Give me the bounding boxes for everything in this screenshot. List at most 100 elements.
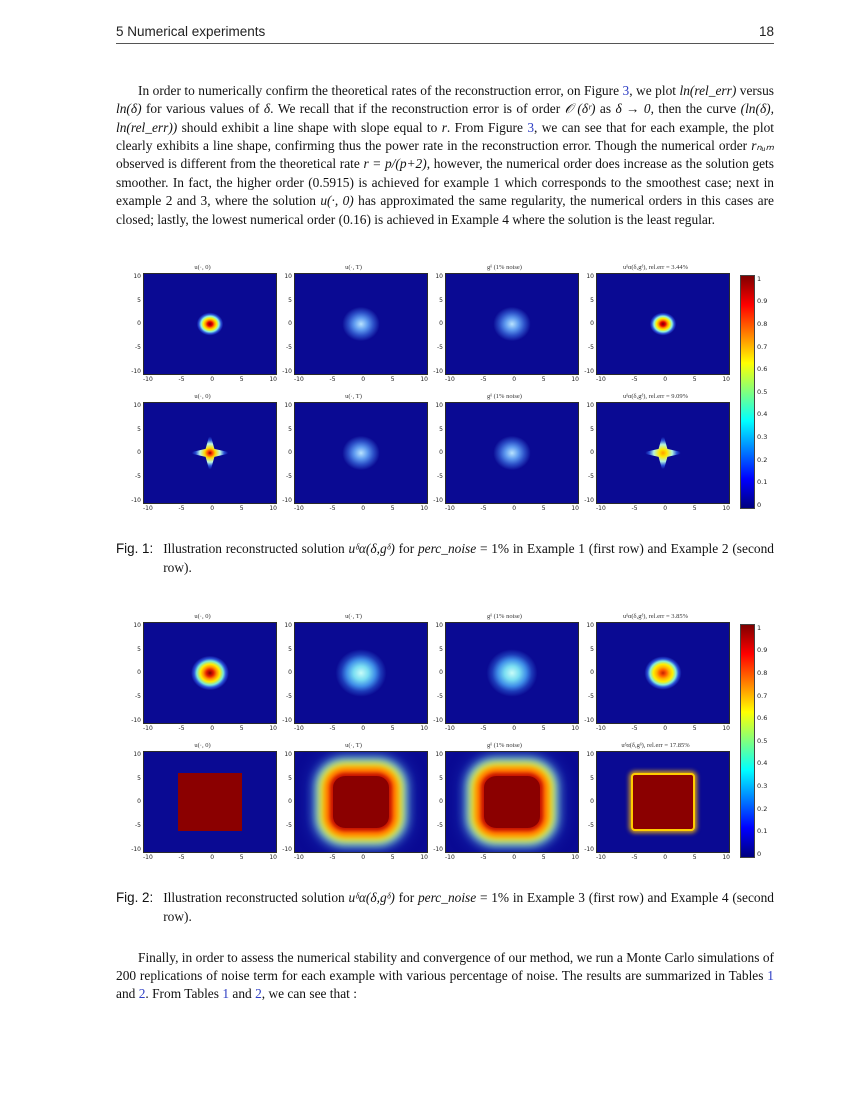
- figure-2: u(·, 0) 10 5 0 -5 -10 -10 -5 0 5 10 u(·, T) 10 5 0 -5 -1…: [128, 612, 774, 862]
- math-text: r = p/(p+2): [363, 156, 427, 172]
- y-tick-label: 5: [439, 774, 443, 782]
- panel-body: 10 5 0 -5 -10: [430, 401, 579, 504]
- y-tick-label: -5: [135, 344, 141, 352]
- x-tick-label: 10: [571, 375, 579, 383]
- text-segment: Illustration reconstructed solution: [163, 889, 349, 905]
- text-segment: for: [394, 540, 418, 556]
- panel-title: gᵟ (1% noise): [487, 741, 522, 749]
- figure-1: u(·, 0) 10 5 0 -5 -10 -10 -5 0 5 10 u(·, T) 10 5 0 -5 -1…: [128, 263, 774, 513]
- math-text: u(·, 0): [320, 193, 354, 209]
- text-segment: . We recall that if the reconstruction e…: [270, 101, 565, 117]
- cross-ref-link[interactable]: 2: [255, 986, 262, 1002]
- x-tick-label: -5: [178, 724, 185, 732]
- text-segment: as: [595, 101, 616, 117]
- panel-body: 10 5 0 -5 -10: [430, 272, 579, 375]
- y-tick-label: 10: [133, 401, 141, 409]
- y-tick-label: -10: [282, 716, 292, 724]
- plot-area: [596, 621, 730, 724]
- panel-title: u(·, T): [345, 263, 362, 271]
- x-tick-label: -10: [445, 724, 455, 732]
- cross-ref-link[interactable]: 2: [138, 986, 146, 1002]
- colorbar-tick-label: 0.1: [757, 478, 768, 487]
- y-tick-label: 5: [288, 296, 292, 304]
- text-segment: , then the curve: [650, 101, 741, 117]
- y-tick-label: -5: [437, 822, 443, 829]
- colorbar-tick-label: 0.4: [757, 410, 768, 419]
- x-tick-label: -5: [631, 853, 638, 861]
- cross-ref-link[interactable]: 3: [527, 119, 535, 135]
- y-tick-label: 10: [435, 750, 443, 758]
- text-segment: observed is different from the theoretic…: [116, 156, 364, 172]
- panel-body: 10 5 0 -5 -10: [128, 401, 277, 504]
- text-segment: , however, the numerical order does incr…: [116, 156, 774, 209]
- y-tick-label: -5: [437, 473, 443, 481]
- colorbar-tick-label: 0: [757, 849, 762, 858]
- x-tick-label: -5: [631, 724, 638, 732]
- y-tick-label: -5: [135, 822, 141, 829]
- x-tick-label: -10: [445, 504, 455, 512]
- cross-ref-link[interactable]: 1: [767, 967, 774, 983]
- heatmap-blob-square-recon: [631, 772, 695, 831]
- panel-body: 10 5 0 -5 -10: [279, 272, 428, 375]
- running-header: 5 Numerical experiments 18: [116, 24, 774, 44]
- x-axis-ticks: -10 -5 0 5 10: [143, 724, 277, 733]
- y-tick-label: 0: [439, 798, 443, 806]
- cross-ref-link[interactable]: 3: [622, 83, 630, 98]
- x-tick-label: -10: [294, 375, 304, 383]
- x-tick-label: -10: [294, 853, 304, 861]
- y-tick-label: 5: [137, 296, 141, 304]
- cross-ref-link[interactable]: 1: [222, 986, 230, 1002]
- paragraph-2: Finally, in order to assess the numerica…: [116, 949, 774, 1004]
- x-tick-label: 0: [361, 853, 366, 861]
- heatmap-panel: u(·, T) 10 5 0 -5 -10 -10 -5 0 5 10: [279, 612, 428, 733]
- x-tick-label: 0: [210, 853, 215, 861]
- heatmap-blob-star-red: [188, 432, 232, 473]
- panel-title: uᵟα(δ,gᵟ), rel.err = 3.85%: [622, 612, 689, 620]
- panel-title: u(·, T): [345, 612, 362, 620]
- x-tick-label: 5: [390, 853, 395, 861]
- y-tick-label: -5: [286, 344, 292, 352]
- x-tick-label: -5: [480, 504, 487, 512]
- x-tick-label: 10: [269, 504, 277, 512]
- x-tick-label: -10: [143, 853, 153, 861]
- math-text: uᵟα(δ,gᵟ): [348, 540, 395, 556]
- x-tick-label: 5: [541, 504, 546, 512]
- panel-body: 10 5 0 -5 -10: [581, 272, 730, 375]
- plot-area: [294, 401, 428, 504]
- x-axis-ticks: -10 -5 0 5 10: [445, 375, 579, 384]
- math-text: 𝒪 (δʳ): [564, 101, 596, 117]
- text-segment: Finally, in order to assess the numerica…: [116, 949, 774, 983]
- x-tick-label: 5: [239, 724, 244, 732]
- panel-title: gᵟ (1% noise): [487, 263, 522, 271]
- x-tick-label: -5: [480, 724, 487, 732]
- y-axis-ticks: 10 5 0 -5 -10: [430, 273, 445, 375]
- colorbar-tick-label: 0.8: [757, 668, 768, 677]
- panel-body: 10 5 0 -5 -10: [581, 621, 730, 724]
- text-segment: . From Figure: [446, 119, 528, 135]
- figure-rows: u(·, 0) 10 5 0 -5 -10 -10 -5 0 5 10 u(·, T) 10 5 0 -5 -1…: [128, 612, 730, 862]
- panel-body: 10 5 0 -5 -10: [128, 750, 277, 853]
- y-tick-label: -5: [588, 473, 594, 481]
- colorbar-gradient: [740, 274, 755, 509]
- x-tick-label: 0: [663, 853, 668, 861]
- y-tick-label: 10: [435, 401, 443, 409]
- y-axis-ticks: 10 5 0 -5 -10: [430, 751, 445, 853]
- figure-2-caption: Fig. 2: Illustration reconstructed solut…: [116, 888, 774, 927]
- panel-title: u(·, 0): [194, 263, 211, 271]
- x-tick-label: -10: [596, 724, 606, 732]
- heatmap-blob-square-blur: [484, 775, 540, 828]
- colorbar-tick-label: 1: [757, 274, 762, 283]
- heatmap-blob-faint-blue: [488, 301, 536, 346]
- y-tick-label: -5: [135, 693, 141, 700]
- panel-body: 10 5 0 -5 -10: [279, 750, 428, 853]
- x-axis-ticks: -10 -5 0 5 10: [596, 504, 730, 513]
- y-tick-label: 10: [586, 272, 594, 280]
- colorbar-tick-label: 0.5: [757, 387, 768, 396]
- heatmap-panel: u(·, T) 10 5 0 -5 -10 -10 -5 0 5 10: [279, 263, 428, 384]
- heatmap-blob-faint-blue: [488, 430, 536, 475]
- y-tick-label: 0: [590, 320, 594, 328]
- x-tick-label: 0: [361, 375, 366, 383]
- figure-rows: u(·, 0) 10 5 0 -5 -10 -10 -5 0 5 10 u(·, T) 10 5 0 -5 -1…: [128, 263, 730, 513]
- math-text: r: [441, 119, 447, 135]
- x-tick-label: -10: [294, 724, 304, 732]
